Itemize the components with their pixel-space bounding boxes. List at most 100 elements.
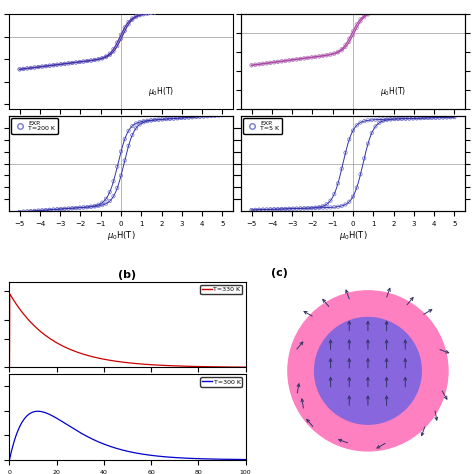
Point [76,58,83,66]
Legend: EXP.
T=5 K: EXP. T=5 K [243,118,282,134]
Point [189,113,196,121]
Point [289,205,297,212]
Point [219,0,226,8]
Point [402,115,410,122]
Point [38,207,46,214]
Point [278,57,285,65]
Point [207,2,215,9]
Point [315,53,323,60]
Point [428,114,436,121]
Point [252,61,259,69]
Point [31,64,38,71]
Point [428,0,436,8]
Point [357,18,365,25]
Point [140,118,147,125]
Point [451,0,458,5]
Point [151,9,159,16]
Point [413,114,420,122]
Point [166,7,173,14]
Point [109,48,117,55]
Point [406,3,413,10]
Point [436,114,443,121]
Point [215,111,222,119]
Point [308,54,316,61]
Point [357,15,365,23]
Point [204,2,211,10]
Point [31,64,38,71]
Point [402,4,410,11]
Point [147,9,155,17]
Point [420,1,428,9]
Point [255,61,263,68]
Point [357,171,365,178]
Point [72,59,80,66]
Point [95,55,102,63]
Point [311,53,319,61]
Point [106,50,114,57]
Point [64,205,72,212]
Point [155,116,163,123]
Point [102,200,110,208]
Point [132,119,140,127]
Point [207,112,215,119]
Point [451,0,458,5]
Point [285,56,293,64]
Point [147,117,155,124]
Point [128,122,136,130]
Point [121,156,128,164]
Point [383,116,391,124]
Point [439,0,447,6]
Point [308,204,316,212]
Point [35,63,42,71]
Point [151,9,159,16]
Point [413,2,420,9]
Point [192,113,200,121]
Point [364,11,372,18]
Point [443,113,451,121]
Point [140,118,147,126]
Point [27,64,35,72]
Point [270,58,278,66]
Point [196,3,204,10]
Point [80,204,87,211]
Point [357,119,365,127]
Point [285,56,293,64]
Point [346,38,353,46]
Point [170,115,177,122]
Point [121,27,128,35]
Point [379,116,387,123]
Text: $\mu_0$H(T): $\mu_0$H(T) [148,85,174,98]
Point [417,1,424,9]
Point [162,115,170,123]
Point [338,165,346,173]
Point [121,24,128,31]
Point [57,205,65,213]
Point [68,204,76,212]
Point [413,114,420,122]
Point [219,111,226,119]
Point [125,20,132,28]
Point [102,54,110,61]
Point [91,202,99,210]
Point [387,116,394,123]
Point [368,9,375,16]
Point [185,4,192,12]
Point [330,50,338,57]
Point [301,55,308,62]
Point [109,192,117,200]
Point [424,0,432,8]
Point [99,55,106,62]
Point [409,2,417,10]
Point [379,7,387,14]
Point [91,203,99,210]
Point [173,114,181,122]
Point [278,205,285,213]
Point [349,27,357,35]
Point [447,0,455,5]
Point [23,64,31,72]
Point [424,114,432,122]
Point [27,208,35,215]
Point [293,55,301,63]
Point [91,56,99,64]
Point [263,60,270,67]
